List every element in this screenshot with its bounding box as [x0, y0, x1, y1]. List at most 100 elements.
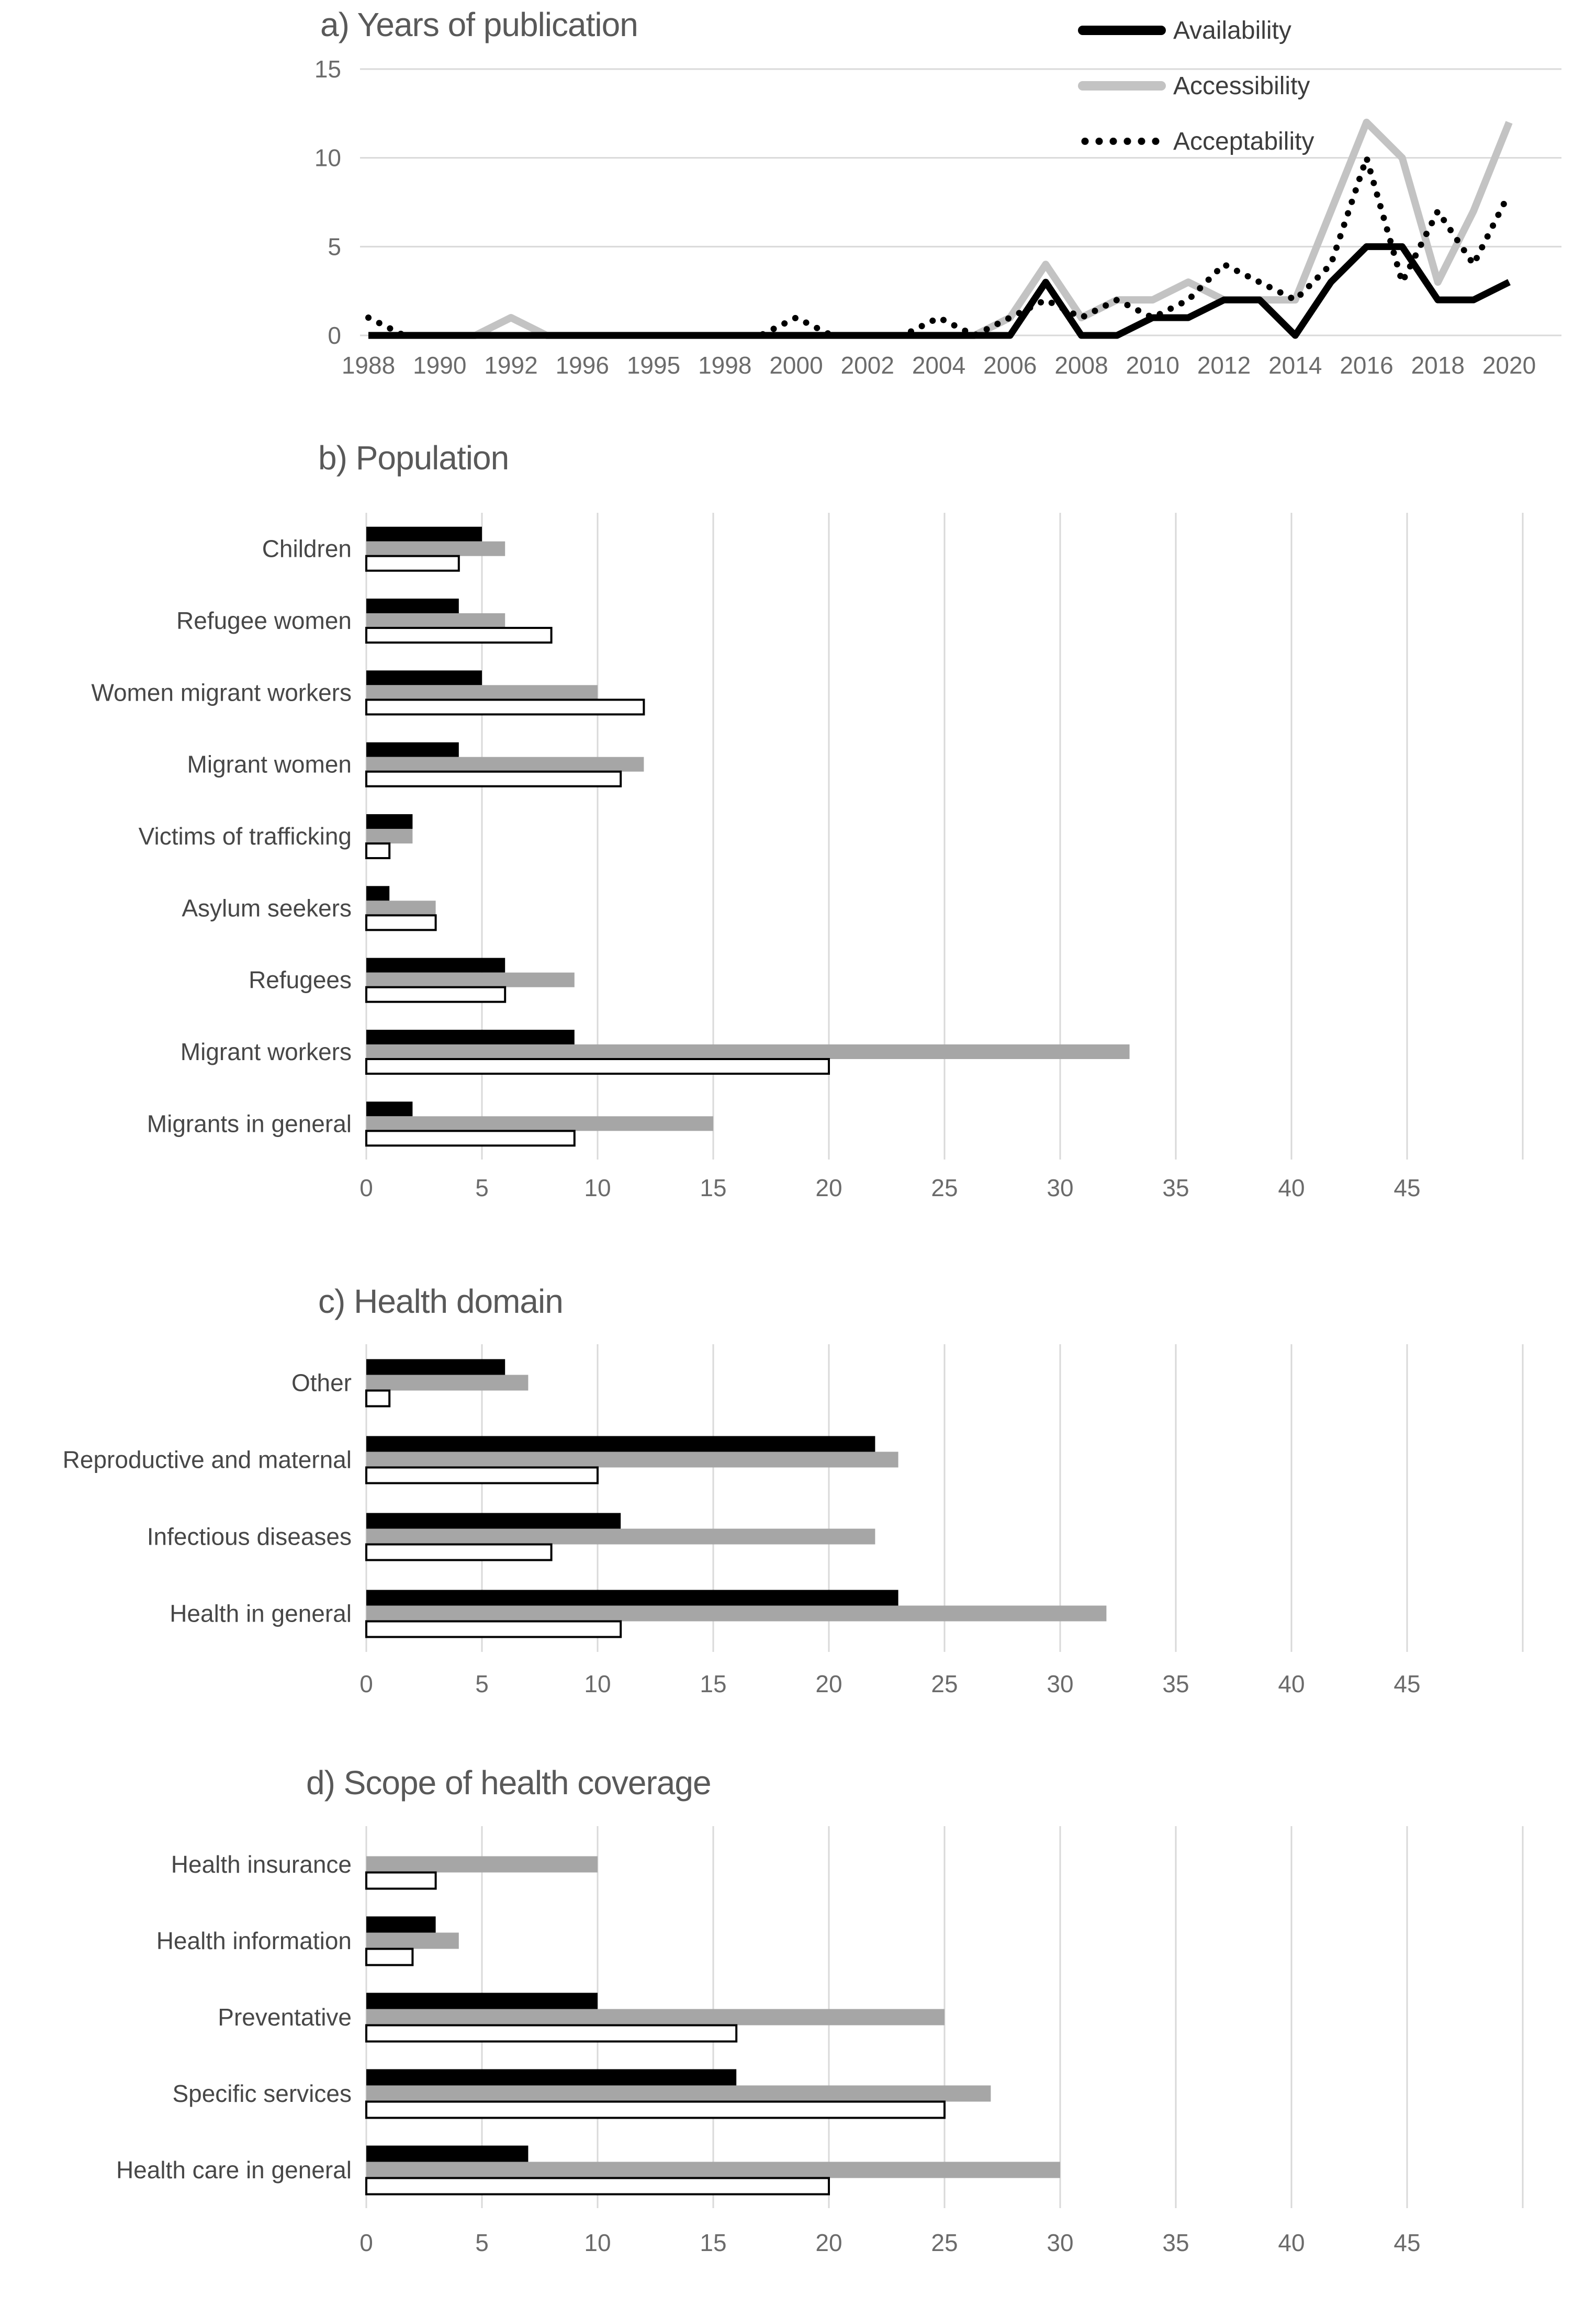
bar-availability	[366, 958, 505, 973]
x-tick-label-2012: 2012	[1197, 352, 1251, 379]
x-tick-label-30: 30	[1047, 1174, 1073, 1201]
x-tick-label-5: 5	[475, 1174, 489, 1201]
x-tick-label-1988: 1988	[342, 352, 395, 379]
chart-b-bar-plot: 0 5 10 15 20 25 30 35 40 45 Children Refugee women W…	[91, 513, 1524, 1201]
x-tick-label-30: 30	[1047, 2229, 1073, 2256]
bar-accessibility	[366, 541, 505, 556]
bar-availability	[366, 1590, 898, 1606]
bar-accessibility	[366, 1044, 1130, 1059]
chart-d-bar-plot: 0 5 10 15 20 25 30 35 40 45 Health insurance Health…	[116, 1826, 1524, 2256]
bar-acceptability	[365, 1948, 414, 1966]
bar-acceptability	[365, 627, 553, 644]
bar-availability	[366, 526, 482, 542]
x-tick-label-45: 45	[1393, 2229, 1420, 2256]
x-tick-label-2016: 2016	[1340, 352, 1393, 379]
chart-c-bar-plot: 0 5 10 15 20 25 30 35 40 45 Other Reproductive and …	[63, 1344, 1524, 1697]
x-tick-label-2014: 2014	[1268, 352, 1322, 379]
x-tick-label-25: 25	[931, 1174, 958, 1201]
bar-accessibility	[366, 1856, 598, 1873]
x-tick-label-45: 45	[1393, 1670, 1420, 1697]
bar-accessibility	[366, 685, 598, 700]
x-tick-label-25: 25	[931, 1670, 958, 1697]
bar-accessibility	[366, 829, 413, 843]
bar-acceptability	[365, 1620, 622, 1638]
x-tick-label-2020: 2020	[1482, 352, 1536, 379]
x-tick-label-20: 20	[815, 1174, 842, 1201]
bar-accessibility	[366, 1605, 1107, 1622]
legend-label: Accessibility	[1173, 72, 1310, 100]
bar-accessibility	[366, 1528, 875, 1545]
chart-c-title: c) Health domain	[318, 1282, 564, 1320]
bar-acceptability	[365, 1389, 391, 1408]
category-label-children: Children	[262, 535, 352, 562]
bar-acceptability	[365, 986, 507, 1003]
x-tick-label-15: 15	[700, 2229, 726, 2256]
chart-b-title: b) Population	[318, 439, 509, 477]
bar-accessibility	[366, 2162, 1060, 2178]
bar-availability	[366, 1916, 436, 1933]
bar-acceptability	[365, 555, 460, 572]
bar-accessibility	[366, 901, 436, 916]
y-tick-label-15: 15	[314, 55, 341, 83]
x-tick-label-1990: 1990	[413, 352, 466, 379]
x-tick-label-1996: 1996	[556, 352, 609, 379]
x-tick-label-35: 35	[1162, 1670, 1189, 1697]
bar-acceptability	[365, 914, 437, 931]
legend-label: Acceptability	[1173, 127, 1314, 155]
legend-row-accessibility: Accessibility	[1078, 69, 1314, 103]
bar-accessibility	[366, 1451, 898, 1468]
bar-accessibility	[366, 1932, 459, 1949]
bar-availability	[366, 599, 459, 613]
panel-d-scope-of-health-coverage: 0 5 10 15 20 25 30 35 40 45 Health insurance Health…	[0, 1721, 1596, 2318]
x-tick-label-40: 40	[1278, 1174, 1305, 1201]
x-tick-label-2008: 2008	[1054, 352, 1108, 379]
x-tick-label-0: 0	[359, 2229, 373, 2256]
bar-accessibility	[366, 757, 644, 772]
category-label-asylum-seekers: Asylum seekers	[182, 894, 352, 921]
chart-a-title: a) Years of publication	[320, 6, 638, 43]
category-label-migrant-women: Migrant women	[187, 751, 352, 778]
category-label-specific-services: Specific services	[172, 2080, 352, 2107]
x-tick-label-35: 35	[1162, 1174, 1189, 1201]
category-label-health-care-in-general: Health care in general	[116, 2156, 352, 2184]
category-label-women-migrant-workers: Women migrant workers	[91, 679, 352, 706]
legend-label: Availability	[1173, 16, 1291, 44]
bar-availability	[366, 742, 459, 757]
category-label-infectious-diseases: Infectious diseases	[147, 1523, 352, 1550]
bar-availability	[366, 1030, 575, 1044]
bar-accessibility	[366, 1375, 529, 1391]
x-tick-label-25: 25	[931, 2229, 958, 2256]
series-line-acceptability	[365, 154, 1512, 339]
x-tick-label-1992: 1992	[484, 352, 537, 379]
x-tick-label-35: 35	[1162, 2229, 1189, 2256]
x-tick-label-10: 10	[584, 1670, 611, 1697]
legend-row-acceptability: Acceptability	[1078, 125, 1314, 158]
x-tick-label-10: 10	[584, 2229, 611, 2256]
x-tick-label-0: 0	[359, 1670, 373, 1697]
legend-row-availability: Availability	[1078, 14, 1314, 47]
series-line-accessibility	[368, 118, 1513, 339]
x-tick-label-15: 15	[700, 1670, 726, 1697]
bar-accessibility	[366, 2009, 945, 2026]
x-tick-label-0: 0	[359, 1174, 373, 1201]
bar-availability	[366, 670, 482, 685]
bar-acceptability	[365, 2024, 738, 2043]
category-label-reproductive-and-maternal: Reproductive and maternal	[63, 1446, 352, 1473]
y-tick-label-5: 5	[328, 233, 341, 260]
category-label-migrants-in-general: Migrants in general	[147, 1110, 352, 1137]
category-label-other: Other	[291, 1369, 352, 1397]
bar-acceptability	[365, 1466, 599, 1484]
category-label-preventative: Preventative	[218, 2004, 352, 2031]
category-label-victims-of-trafficking: Victims of trafficking	[139, 823, 352, 850]
bar-availability	[366, 814, 413, 829]
bar-acceptability	[365, 2100, 946, 2119]
acceptability-dotted-line-icon	[1078, 138, 1166, 145]
series-line-availability	[368, 243, 1511, 339]
x-tick-label-30: 30	[1047, 1670, 1073, 1697]
availability-line-icon	[1078, 26, 1166, 35]
category-label-refugee-women: Refugee women	[176, 607, 352, 634]
x-tick-label-20: 20	[815, 2229, 842, 2256]
category-label-health-in-general: Health in general	[170, 1600, 352, 1627]
accessibility-line-icon	[1078, 81, 1166, 91]
